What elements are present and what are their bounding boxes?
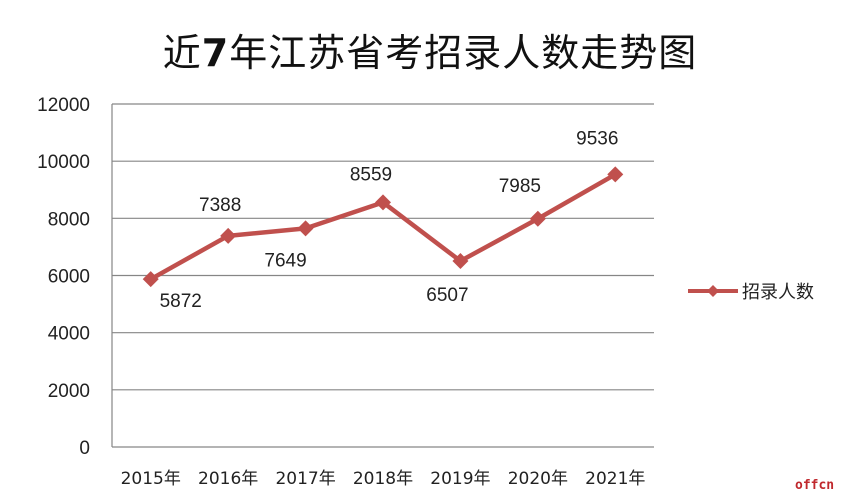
data-point-marker bbox=[220, 227, 237, 244]
data-point-marker bbox=[529, 210, 546, 227]
data-label: 8559 bbox=[350, 164, 392, 185]
x-tick-label: 2020年 bbox=[508, 469, 568, 489]
y-tick-label: 0 bbox=[79, 438, 90, 459]
x-tick-label: 2021年 bbox=[585, 469, 645, 489]
data-label: 7985 bbox=[499, 176, 541, 197]
y-tick-label: 4000 bbox=[48, 324, 90, 345]
title-prefix: 近 bbox=[162, 31, 202, 75]
data-point-marker bbox=[607, 166, 624, 183]
x-tick-label: 2018年 bbox=[353, 469, 413, 489]
data-label: 7649 bbox=[264, 250, 306, 271]
data-labels: 5872 7388 7649 8559 6507 7985 9536 bbox=[160, 128, 619, 312]
title-number: 7 bbox=[201, 31, 230, 75]
data-point-marker bbox=[452, 253, 469, 270]
y-tick-label: 10000 bbox=[37, 152, 90, 173]
x-tick-label: 2016年 bbox=[198, 469, 258, 489]
x-tick-label: 2019年 bbox=[430, 469, 490, 489]
data-point-marker bbox=[297, 220, 314, 237]
x-tick-label: 2017年 bbox=[275, 469, 335, 489]
data-label: 7388 bbox=[199, 195, 241, 216]
gridlines bbox=[111, 103, 654, 448]
data-point-marker bbox=[375, 194, 391, 211]
y-tick-label: 2000 bbox=[48, 381, 90, 402]
data-label: 6507 bbox=[426, 285, 468, 306]
y-tick-label: 6000 bbox=[48, 267, 90, 288]
watermark: offcn bbox=[795, 478, 835, 493]
legend: 招录人数 bbox=[688, 278, 814, 304]
y-tick-label: 12000 bbox=[37, 95, 90, 116]
data-point-marker bbox=[142, 271, 159, 288]
title-suffix: 年江苏省考招录人数走势图 bbox=[229, 31, 698, 75]
legend-marker-icon bbox=[688, 285, 738, 297]
legend-label: 招录人数 bbox=[742, 282, 814, 303]
x-tick-label: 2015年 bbox=[121, 469, 181, 489]
series-polyline bbox=[149, 172, 617, 282]
data-label: 9536 bbox=[576, 128, 618, 149]
x-axis-ticks: 2015年 2016年 2017年 2018年 2019年 2020年 2021年 bbox=[121, 469, 646, 489]
y-axis-ticks: 0 2000 4000 6000 8000 10000 12000 bbox=[37, 95, 90, 459]
data-label: 5872 bbox=[160, 291, 202, 312]
chart-title: 近7年江苏省考招录人数走势图 bbox=[0, 22, 860, 77]
y-tick-label: 8000 bbox=[48, 209, 90, 230]
series-line bbox=[142, 166, 624, 288]
